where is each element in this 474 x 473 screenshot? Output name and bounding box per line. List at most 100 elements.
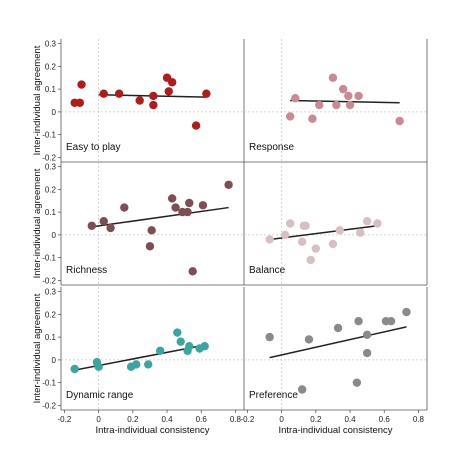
- data-point: [173, 328, 182, 337]
- data-point: [265, 332, 274, 342]
- data-point: [87, 221, 96, 230]
- data-point: [106, 223, 115, 233]
- data-point: [395, 116, 404, 126]
- data-point: [120, 203, 129, 212]
- data-point: [332, 100, 341, 110]
- data-point: [285, 112, 295, 121]
- data-point: [191, 121, 201, 130]
- data-point: [135, 96, 144, 105]
- data-point: [297, 385, 307, 394]
- x-axis-title-left: Intra-individual consistency: [95, 425, 209, 436]
- x-axis-col-2: -0.2 0 0.2 0.4 0.6 0.8: [241, 410, 425, 424]
- x-axis-col-1: -0.2 0 0.2 0.4 0.6 0.8: [58, 410, 242, 424]
- data-point: [402, 307, 411, 317]
- data-point: [183, 207, 192, 217]
- panel-response: Response: [243, 39, 428, 163]
- data-point: [149, 100, 158, 110]
- data-point: [373, 219, 382, 228]
- data-point: [354, 91, 363, 101]
- data-point: [188, 267, 197, 276]
- y-axis-row-1: -0.2 -0.1 0 0.1 0.2 0.3: [42, 40, 61, 162]
- y-tick-label: 0.2: [45, 310, 57, 319]
- data-point: [265, 235, 274, 244]
- x-tick-label: 0: [279, 415, 284, 424]
- data-point: [176, 337, 185, 346]
- y-tick-label: -0.2: [42, 153, 56, 162]
- data-point: [315, 100, 324, 110]
- x-tick-label: 0: [96, 415, 101, 424]
- panel-label: Preference: [249, 390, 298, 401]
- y-tick-label: 0: [52, 356, 57, 365]
- data-point: [185, 198, 194, 208]
- regression-line: [290, 99, 400, 104]
- y-tick-label: 0.3: [45, 163, 57, 172]
- data-point: [155, 346, 165, 355]
- y-tick-label: 0: [52, 108, 57, 117]
- x-tick-label: 0.2: [127, 415, 139, 424]
- x-tick-label: 0.4: [344, 415, 356, 424]
- y-tick-label: -0.1: [42, 254, 56, 263]
- data-point: [167, 78, 177, 87]
- data-point: [167, 194, 177, 203]
- data-point: [297, 237, 307, 246]
- data-point: [77, 80, 86, 89]
- data-point: [147, 226, 156, 235]
- y-tick-label: 0.2: [45, 185, 57, 194]
- data-point: [362, 217, 372, 226]
- regression-line: [91, 206, 229, 228]
- y-tick-label: 0.1: [45, 208, 57, 217]
- data-point: [75, 98, 85, 107]
- data-point: [224, 180, 233, 189]
- data-point: [308, 114, 317, 123]
- x-tick-label: 0.2: [310, 415, 322, 424]
- x-tick-label: -0.2: [241, 415, 255, 424]
- x-axes: -0.2 0 0.2 0.4 0.6 0.8 -0.2 0 0.2 0.4 0.6 0.8: [58, 410, 425, 424]
- data-point: [171, 203, 180, 212]
- data-point: [132, 360, 141, 369]
- y-tick-label: 0.2: [45, 62, 57, 71]
- data-point: [291, 94, 300, 103]
- data-point: [99, 217, 108, 226]
- data-point: [149, 91, 158, 101]
- data-point: [352, 378, 362, 387]
- y-axes: -0.2-0.100.10.20.3-0.2-0.100.10.20.3-0.2…: [42, 40, 61, 410]
- y-tick-label: 0: [52, 231, 57, 240]
- data-point: [202, 89, 211, 98]
- data-point: [311, 244, 321, 253]
- data-point: [356, 228, 365, 237]
- x-tick-label: 0.6: [379, 415, 391, 424]
- y-tick-label: 0.1: [45, 85, 57, 94]
- panel-label: Richness: [66, 265, 107, 276]
- y-axis-row-2: -0.2 -0.1 0 0.1 0.2 0.3: [42, 163, 61, 285]
- data-point: [301, 221, 310, 230]
- data-point: [280, 230, 290, 240]
- x-tick-label: 0.8: [230, 415, 242, 424]
- y-tick-label: 0.3: [45, 288, 57, 297]
- data-point: [335, 226, 344, 235]
- y-tick-label: -0.2: [42, 401, 56, 410]
- data-point: [285, 219, 295, 228]
- data-point: [145, 242, 155, 251]
- data-point: [198, 201, 208, 210]
- data-point: [362, 348, 372, 358]
- x-tick-label: 0.6: [196, 415, 208, 424]
- x-axis-title-right: Intra-individual consistency: [278, 425, 392, 436]
- regression-line: [269, 326, 407, 359]
- panel-easy-to-play: Easy to play: [60, 39, 244, 163]
- y-axis-row-3: -0.2 -0.1 0 0.1 0.2 0.3: [42, 288, 61, 410]
- y-tick-label: -0.1: [42, 131, 56, 140]
- y-tick-label: -0.1: [42, 379, 56, 388]
- panel-label: Easy to play: [66, 142, 120, 153]
- data-point: [386, 316, 396, 326]
- y-axis-title-bottom: Inter-individual agreement: [32, 293, 43, 403]
- data-point: [328, 73, 338, 82]
- panel-label: Balance: [249, 265, 286, 276]
- y-axis-title-middle: Inter-individual agreement: [32, 168, 43, 278]
- data-point: [354, 316, 363, 326]
- data-point: [99, 89, 108, 98]
- data-point: [94, 362, 103, 371]
- x-tick-label: 0.4: [161, 415, 173, 424]
- data-point: [333, 323, 343, 333]
- data-point: [345, 100, 355, 110]
